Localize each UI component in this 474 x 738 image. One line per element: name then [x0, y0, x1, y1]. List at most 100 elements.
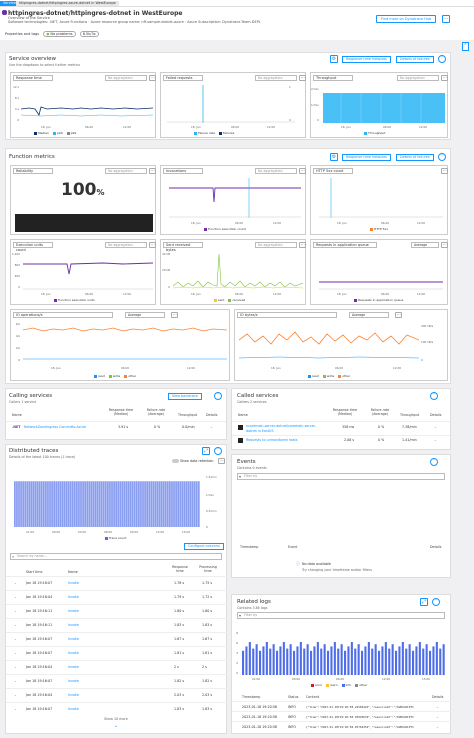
table-row[interactable]: 2023-01-18 19:20:58 INFO {"time":"2023-01-… — [232, 721, 452, 731]
data-retention-toggle[interactable]: Show data retention — [172, 459, 214, 463]
trace-name-link[interactable]: Invoke — [68, 707, 79, 711]
table-row[interactable]: ⌄ Jan 18 19:18:07 Invoke 1.78 s 1.75 s — [6, 576, 228, 590]
tile-menu-icon[interactable]: ⋯ — [441, 75, 448, 81]
response-hotspots-button[interactable]: Response time hotspots — [342, 154, 391, 161]
aggregation-select[interactable]: Average — [349, 312, 389, 318]
expand-chevron-icon[interactable]: ⌄ — [210, 425, 213, 429]
table-row[interactable]: ⌄ Jan 18 19:16:07 Invoke 1.82 s 1.82 s — [6, 674, 228, 688]
collapse-icon[interactable]: ⌃ — [432, 598, 440, 606]
collapse-icon[interactable]: ⌃ — [430, 392, 438, 400]
service-link[interactable]: Requests to unmonitored hosts — [246, 438, 298, 442]
metric-select[interactable]: Failed requests — [163, 75, 203, 81]
expand-chevron-icon[interactable]: ⌄ — [14, 609, 17, 613]
trace-search-input[interactable]: Search by name... — [10, 553, 222, 560]
expand-chevron-icon[interactable]: ⌄ — [14, 679, 17, 683]
table-row[interactable]: 2023-01-18 19:20:58 INFO {"time":"2023-01-… — [232, 711, 452, 721]
trace-name-link[interactable]: Invoke — [68, 609, 79, 613]
expand-icon[interactable]: ⤢ — [420, 598, 428, 606]
side-scroll[interactable]: ⌃ — [462, 42, 469, 51]
settings-icon[interactable]: ⚙ — [330, 153, 338, 161]
more-options-icon[interactable]: ⋯ — [442, 15, 450, 23]
table-row[interactable]: ⌄ Jan 18 19:16:04 Invoke 2.03 s 2.03 s — [6, 688, 228, 702]
aggregation-select[interactable]: Average — [125, 312, 165, 318]
show-more-chevron-icon[interactable]: ⌄ — [114, 723, 119, 729]
collapse-icon[interactable]: ⌃ — [438, 55, 446, 63]
collapse-icon[interactable]: ⌃ — [214, 392, 222, 400]
metric-select[interactable]: Sent received bytes — [163, 242, 203, 252]
expand-chevron-icon[interactable]: ⌄ — [434, 438, 437, 442]
view-backtrace-button[interactable]: View backtrace — [168, 393, 202, 400]
expand-chevron-icon[interactable]: ⌄ — [14, 665, 17, 669]
aggregation-select[interactable]: No aggregation — [255, 242, 297, 248]
metric-select[interactable]: IO bytes/s — [237, 312, 337, 318]
expand-chevron-icon[interactable]: ⌄ — [14, 637, 17, 641]
aggregation-select[interactable]: No aggregation — [255, 168, 297, 174]
table-row[interactable]: ⌄ Jan 18 19:16:04 Invoke 2 s 2 s — [6, 660, 228, 674]
breadcrumb-service[interactable]: httpingres-dotnet/httpingres-azure-dotne… — [16, 1, 119, 6]
aggregation-select[interactable]: No aggregation — [397, 75, 439, 81]
tile-menu-icon[interactable]: ⋯ — [299, 75, 306, 81]
expand-chevron-icon[interactable]: ⌄ — [14, 623, 17, 627]
metric-select[interactable]: Invocations — [163, 168, 203, 174]
expand-chevron-icon[interactable]: ⌄ — [14, 707, 17, 711]
metric-select[interactable]: HTTP 5xx count — [313, 168, 353, 174]
collapse-icon[interactable]: ⌃ — [430, 458, 438, 466]
metric-select[interactable]: Throughput — [313, 75, 353, 81]
expand-chevron-icon[interactable]: ⌄ — [14, 581, 17, 585]
trace-name-link[interactable]: Invoke — [68, 679, 79, 683]
failure-details-button[interactable]: Details of failures — [396, 154, 434, 161]
metric-select[interactable]: Requests in application queue — [313, 242, 377, 248]
configure-columns-button[interactable]: Configure columns — [184, 543, 224, 550]
expand-chevron-icon[interactable]: ⌄ — [14, 595, 17, 599]
tile-menu-icon[interactable]: ⋯ — [149, 75, 156, 81]
tile-menu-icon[interactable]: ⋯ — [171, 312, 178, 318]
properties-tags-link[interactable]: Properties and tags — [5, 32, 40, 36]
response-hotspots-button[interactable]: Response time hotspots — [342, 56, 391, 63]
service-link[interactable]: ncoremain-server-dotnet/coremain-server-… — [246, 424, 316, 433]
tile-menu-icon[interactable]: ⋯ — [441, 242, 448, 248]
aggregation-select[interactable]: No aggregation — [105, 168, 147, 174]
events-filter-input[interactable]: Filter by — [237, 473, 445, 480]
show-more-link[interactable]: Show 10 more — [104, 717, 128, 721]
aggregation-select[interactable]: No aggregation — [255, 75, 297, 81]
table-row[interactable]: ⌄ Jan 18 19:16:11 Invoke 1.83 s 1.83 s — [6, 618, 228, 632]
expand-chevron-icon[interactable]: ⌄ — [14, 693, 17, 697]
trace-name-link[interactable]: Invoke — [68, 581, 79, 585]
trace-name-link[interactable]: Invoke — [68, 693, 79, 697]
table-row[interactable]: ncoremain-server-dotnet/coremain-server-… — [232, 421, 450, 435]
trace-name-link[interactable]: Invoke — [68, 665, 79, 669]
expand-chevron-icon[interactable]: ⌄ — [436, 725, 439, 729]
failure-details-button[interactable]: Details of failures — [396, 56, 434, 63]
tile-menu-icon[interactable]: ⋯ — [299, 168, 306, 174]
table-row[interactable]: ⌄ Jan 18 19:16:11 Invoke 1.80 s 1.80 s — [6, 604, 228, 618]
table-row[interactable]: ⌄ Jan 18 19:16:07 Invoke 1.83 s 1.83 s — [6, 702, 228, 716]
settings-icon[interactable]: ⚙ — [330, 55, 338, 63]
logs-filter-input[interactable]: Filter by — [237, 612, 445, 619]
expand-chevron-icon[interactable]: ⌄ — [436, 705, 439, 709]
collapse-icon[interactable]: ⌃ — [438, 153, 446, 161]
expand-chevron-icon[interactable]: ⌄ — [14, 651, 17, 655]
expand-icon[interactable]: ⤢ — [202, 447, 210, 455]
tile-menu-icon[interactable]: ⋯ — [299, 242, 306, 248]
metric-select[interactable]: Execution units count — [13, 242, 53, 252]
metric-select[interactable]: IO operations/s — [13, 312, 113, 318]
expand-chevron-icon[interactable]: ⌄ — [434, 425, 437, 429]
metric-select[interactable]: Reliability — [13, 168, 53, 174]
service-link[interactable]: NetworkZoneIngress Committo-Azure — [24, 425, 86, 429]
collapse-icon[interactable]: ⌃ — [214, 447, 222, 455]
trace-name-link[interactable]: Invoke — [68, 637, 79, 641]
tile-menu-icon[interactable]: ⋯ — [149, 242, 156, 248]
metric-select[interactable]: Response time — [13, 75, 53, 81]
trace-name-link[interactable]: Invoke — [68, 623, 79, 627]
aggregation-select[interactable]: No aggregation — [105, 242, 147, 248]
expand-chevron-icon[interactable]: ⌄ — [436, 715, 439, 719]
table-row[interactable]: 2023-01-18 19:20:58 INFO {"time":"2023-01-… — [232, 701, 452, 711]
tile-menu-icon[interactable]: ⋯ — [395, 312, 402, 318]
tile-menu-icon[interactable]: ⋯ — [149, 168, 156, 174]
aggregation-select[interactable]: No aggregation — [105, 75, 147, 81]
table-row[interactable]: Requests to unmonitored hosts 2.08 s 0 %… — [232, 435, 450, 445]
table-row[interactable]: ⌄ Jan 18 19:16:07 Invoke 1.81 s 1.81 s — [6, 646, 228, 660]
trace-name-link[interactable]: Invoke — [68, 651, 79, 655]
table-row[interactable]: ⌄ Jan 18 19:18:04 Invoke 1.79 s 1.72 s — [6, 590, 228, 604]
find-more-button[interactable]: Find more on Dynatrace Hub — [376, 15, 437, 23]
